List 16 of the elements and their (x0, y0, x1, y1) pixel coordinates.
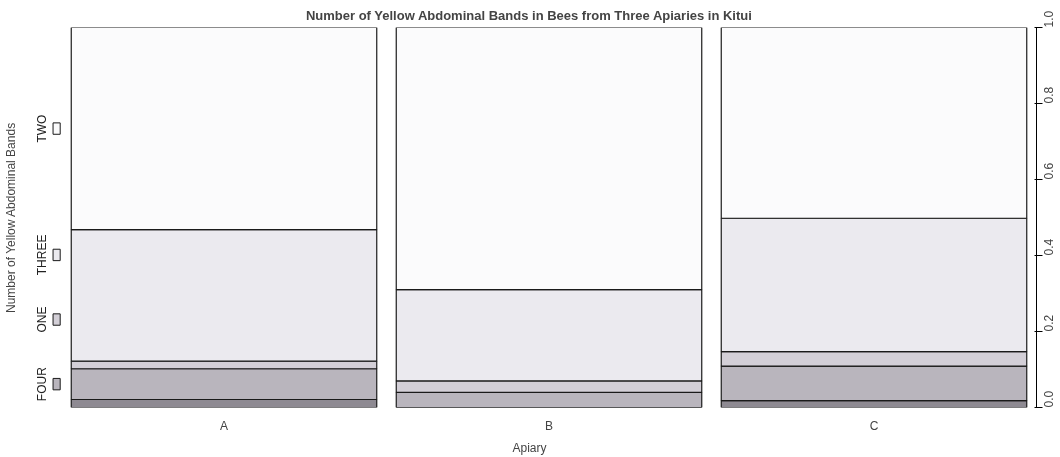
legend-label: TWO (35, 114, 49, 143)
y-tick-label: 0.6 (1042, 162, 1056, 180)
x-tick-label: C (869, 418, 879, 433)
x-tick-label: B (545, 418, 554, 433)
y-tick-label: 0.0 (1042, 390, 1056, 408)
x-axis-title: Apiary (512, 440, 547, 455)
x-tick-label: A (220, 418, 229, 433)
y-tick-label: 0.8 (1042, 86, 1056, 104)
chart-title: Number of Yellow Abdominal Bands in Bees from Three Apiaries in Kitui (305, 7, 752, 23)
legend-label: FOUR (35, 366, 49, 402)
y-tick-label: 0.4 (1042, 238, 1056, 256)
legend-label: ONE (35, 306, 49, 333)
y-tick-label: 1.0 (1042, 10, 1056, 28)
y-tick-label: 0.2 (1042, 314, 1056, 332)
legend-label: THREE (35, 234, 49, 276)
y-axis-title: Number of Yellow Abdominal Bands (3, 122, 18, 313)
